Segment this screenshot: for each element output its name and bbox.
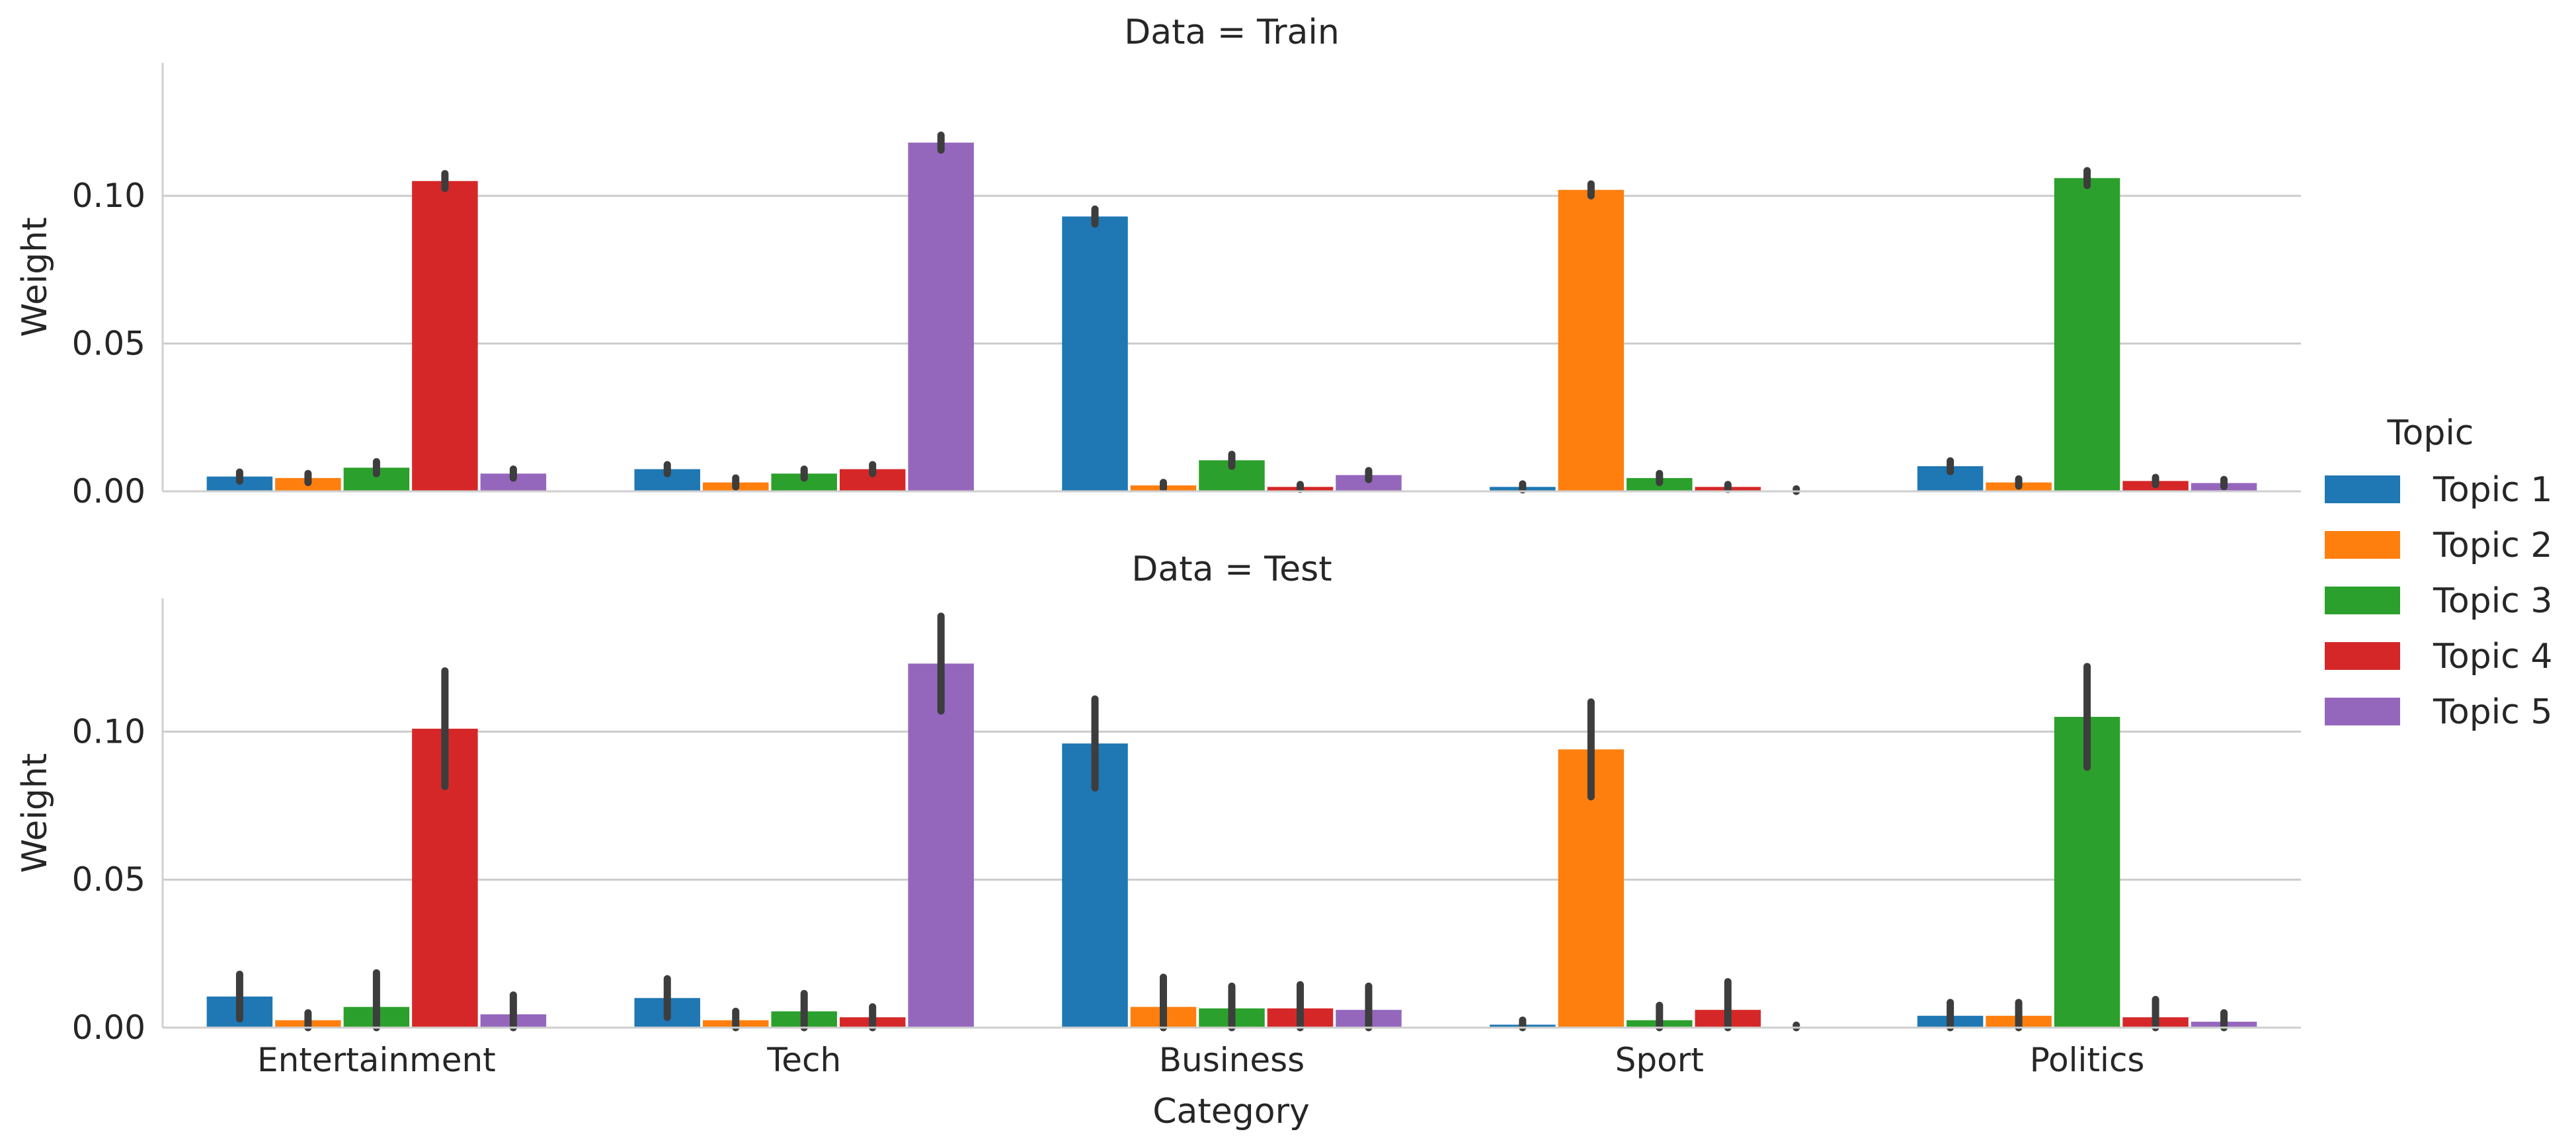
x-axis-title: Category xyxy=(1152,1092,1310,1131)
legend-swatch xyxy=(2325,698,2400,725)
y-tick-label: 0.05 xyxy=(72,860,145,899)
panel-title: Data = Train xyxy=(1124,13,1340,52)
panel-train: Data = Train 0.00 0.05 0.10 Weight xyxy=(15,13,2301,511)
x-tick-label: Politics xyxy=(2030,1041,2145,1079)
y-tick-label: 0.10 xyxy=(72,177,145,215)
legend-swatch xyxy=(2325,531,2400,559)
bar xyxy=(908,663,974,1028)
x-tick-label: Sport xyxy=(1615,1041,1704,1079)
panel-title: Data = Test xyxy=(1131,550,1332,589)
x-tick-label: Entertainment xyxy=(257,1041,496,1079)
y-axis-title: Weight xyxy=(15,753,55,873)
x-tick-label: Tech xyxy=(766,1041,841,1079)
legend-label: Topic 5 xyxy=(2433,692,2552,732)
bar xyxy=(908,142,974,492)
legend-swatch xyxy=(2325,475,2400,503)
legend: Topic Topic 1 Topic 2 Topic 3 Topic 4 Topic … xyxy=(2325,413,2552,732)
bar xyxy=(1062,216,1128,491)
bar xyxy=(2054,178,2120,491)
y-tick-label: 0.10 xyxy=(72,712,145,751)
legend-label: Topic 1 xyxy=(2433,470,2552,510)
legend-label: Topic 4 xyxy=(2433,637,2552,676)
y-tick-label: 0.00 xyxy=(72,1008,145,1047)
legend-swatch xyxy=(2325,587,2400,614)
legend-swatch xyxy=(2325,642,2400,670)
panel-test: Data = Test 0.00 0.05 0.10 Weight Entertainme… xyxy=(15,550,2301,1079)
y-tick-label: 0.05 xyxy=(72,325,145,363)
y-tick-label: 0.00 xyxy=(72,472,145,511)
legend-title: Topic xyxy=(2387,413,2474,453)
y-axis-title: Weight xyxy=(15,217,55,337)
legend-label: Topic 3 xyxy=(2433,581,2552,621)
bar xyxy=(1558,190,1625,491)
bar xyxy=(412,181,478,491)
legend-label: Topic 2 xyxy=(2433,526,2552,565)
x-tick-label: Business xyxy=(1159,1041,1305,1079)
